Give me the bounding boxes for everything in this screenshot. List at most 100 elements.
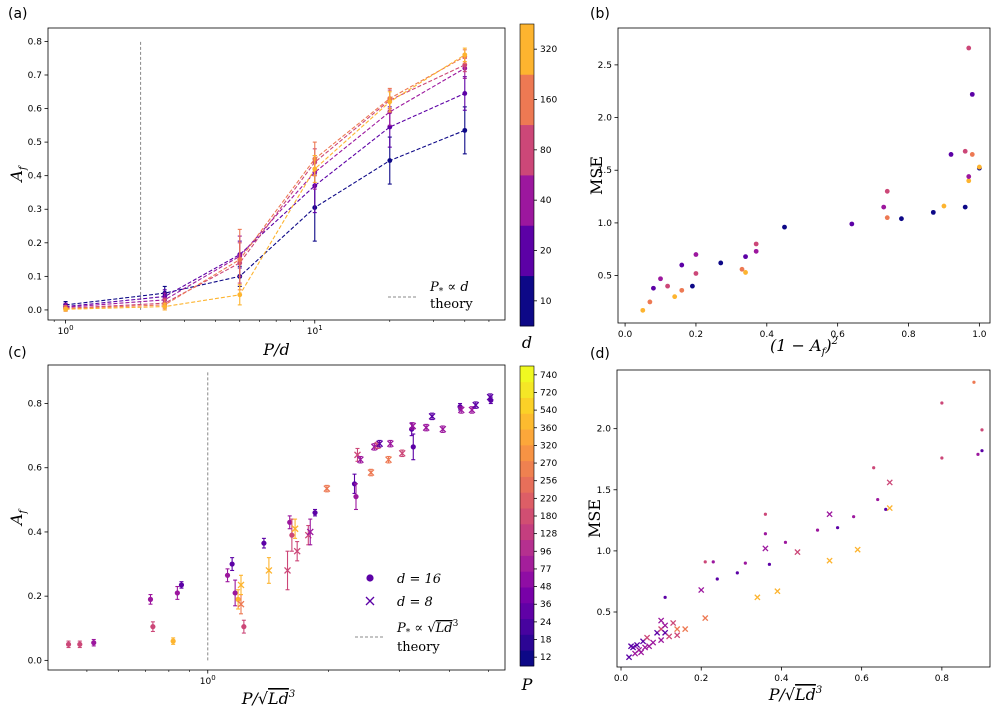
x-tick-label: 100	[58, 324, 74, 337]
legend-main: P	[429, 280, 439, 295]
data-point-d16	[972, 380, 976, 384]
x-stroke-2	[886, 505, 893, 512]
colorbar-tick-label: 128	[540, 530, 557, 540]
axis-frame	[47, 27, 506, 321]
colorbar-segment	[520, 413, 534, 430]
x-axis-label: P/√Ld3	[768, 685, 823, 704]
data-point	[690, 283, 695, 289]
x-label-prefix: P/	[241, 689, 260, 708]
data-point-d16	[711, 560, 715, 564]
legend-sub: *	[439, 287, 444, 297]
data-point	[693, 252, 699, 257]
data-point-d16	[767, 562, 772, 566]
y-tick-label: 1.0	[597, 547, 612, 557]
data-point	[647, 299, 653, 305]
x-stroke-2	[826, 511, 833, 518]
data-point	[930, 209, 936, 215]
x-stroke-2	[625, 654, 633, 661]
data-point-d8	[666, 633, 673, 640]
x-tick-label: 0.4	[774, 674, 789, 684]
data-point-d16	[763, 512, 767, 516]
x-stroke-2	[265, 567, 273, 574]
x-label-prefix: P/	[768, 685, 787, 704]
x-stroke-2	[367, 469, 375, 477]
data-point-d16	[703, 560, 707, 564]
x-stroke-2	[854, 546, 861, 553]
data-point-d16	[488, 397, 494, 403]
data-point-d16	[815, 528, 820, 532]
data-point-d16	[663, 595, 667, 599]
data-point	[966, 178, 972, 184]
x-tick-base: 10	[200, 677, 212, 687]
x-stroke-2	[658, 617, 665, 624]
data-point-d8	[625, 654, 633, 661]
data-point-d16	[715, 577, 719, 581]
data-point-d8	[854, 546, 861, 553]
series-point	[462, 91, 468, 96]
data-point-d8	[367, 469, 375, 477]
data-point-d8	[762, 545, 769, 552]
legend-label-d8: d = 8	[397, 595, 433, 610]
data-point-d8	[674, 626, 681, 633]
data-point	[849, 221, 855, 227]
data-point	[739, 266, 745, 272]
x-stroke-2	[284, 567, 291, 574]
colorbar-label: P	[521, 675, 533, 694]
series-point	[237, 292, 243, 298]
data-point-d16	[289, 532, 295, 538]
data-point-d16	[312, 510, 318, 516]
data-point-d8	[826, 511, 833, 518]
legend-root-sign: √	[427, 621, 436, 636]
colorbar-segment	[520, 571, 534, 588]
y-tick-label: 0.4	[28, 172, 43, 182]
data-point-d16	[976, 452, 980, 456]
series-d-320	[63, 47, 468, 312]
data-point	[743, 270, 748, 275]
data-point-d16	[178, 582, 185, 588]
data-point-d8	[650, 639, 657, 646]
data-point	[753, 241, 759, 247]
colorbar-tick-label: 320	[540, 441, 557, 451]
data-point-d16	[743, 561, 747, 565]
data-point-d8	[886, 479, 893, 486]
data-point-d16	[229, 561, 235, 567]
colorbar-segment	[520, 366, 534, 383]
data-point-d8	[638, 649, 645, 656]
y-tick-label: 0.1	[28, 272, 42, 282]
data-point-d8	[682, 626, 689, 633]
series-point	[387, 158, 393, 163]
data-point-d16	[150, 624, 156, 630]
data-point-d16	[940, 456, 944, 460]
x-label-root: Ld	[794, 685, 816, 704]
series-line	[65, 92, 466, 308]
data-point-d16	[410, 444, 416, 450]
data-point-d16	[872, 466, 876, 470]
y-tick-label: 0.6	[28, 464, 43, 474]
x-stroke-2	[666, 633, 673, 640]
x-stroke-2	[886, 479, 893, 486]
x-stroke-2	[633, 641, 641, 649]
x-stroke-2	[428, 412, 436, 420]
x-stroke-2	[774, 588, 781, 595]
data-point-d16	[224, 572, 231, 578]
data-point-d16	[353, 494, 359, 500]
colorbar-segment	[520, 618, 534, 635]
colorbar-tick-label: 360	[540, 424, 557, 434]
y-tick-label: 1.5	[597, 486, 611, 496]
panel-label: (a)	[8, 6, 28, 22]
colorbar-segment	[520, 24, 534, 75]
colorbar-tick-label: 256	[540, 477, 557, 487]
x-stroke-2	[291, 525, 299, 533]
y-tick-label: 2.0	[597, 425, 612, 435]
x-stroke-2	[356, 456, 364, 464]
data-point-d8	[385, 456, 392, 464]
x-stroke-2	[237, 600, 245, 608]
colorbar-segment	[520, 460, 534, 477]
data-point-d16	[940, 401, 944, 405]
data-point-d16	[287, 519, 293, 525]
data-point-d16	[876, 497, 880, 502]
x-stroke-2	[386, 440, 394, 448]
x-stroke-2	[670, 619, 677, 627]
x-stroke-2	[642, 644, 649, 651]
